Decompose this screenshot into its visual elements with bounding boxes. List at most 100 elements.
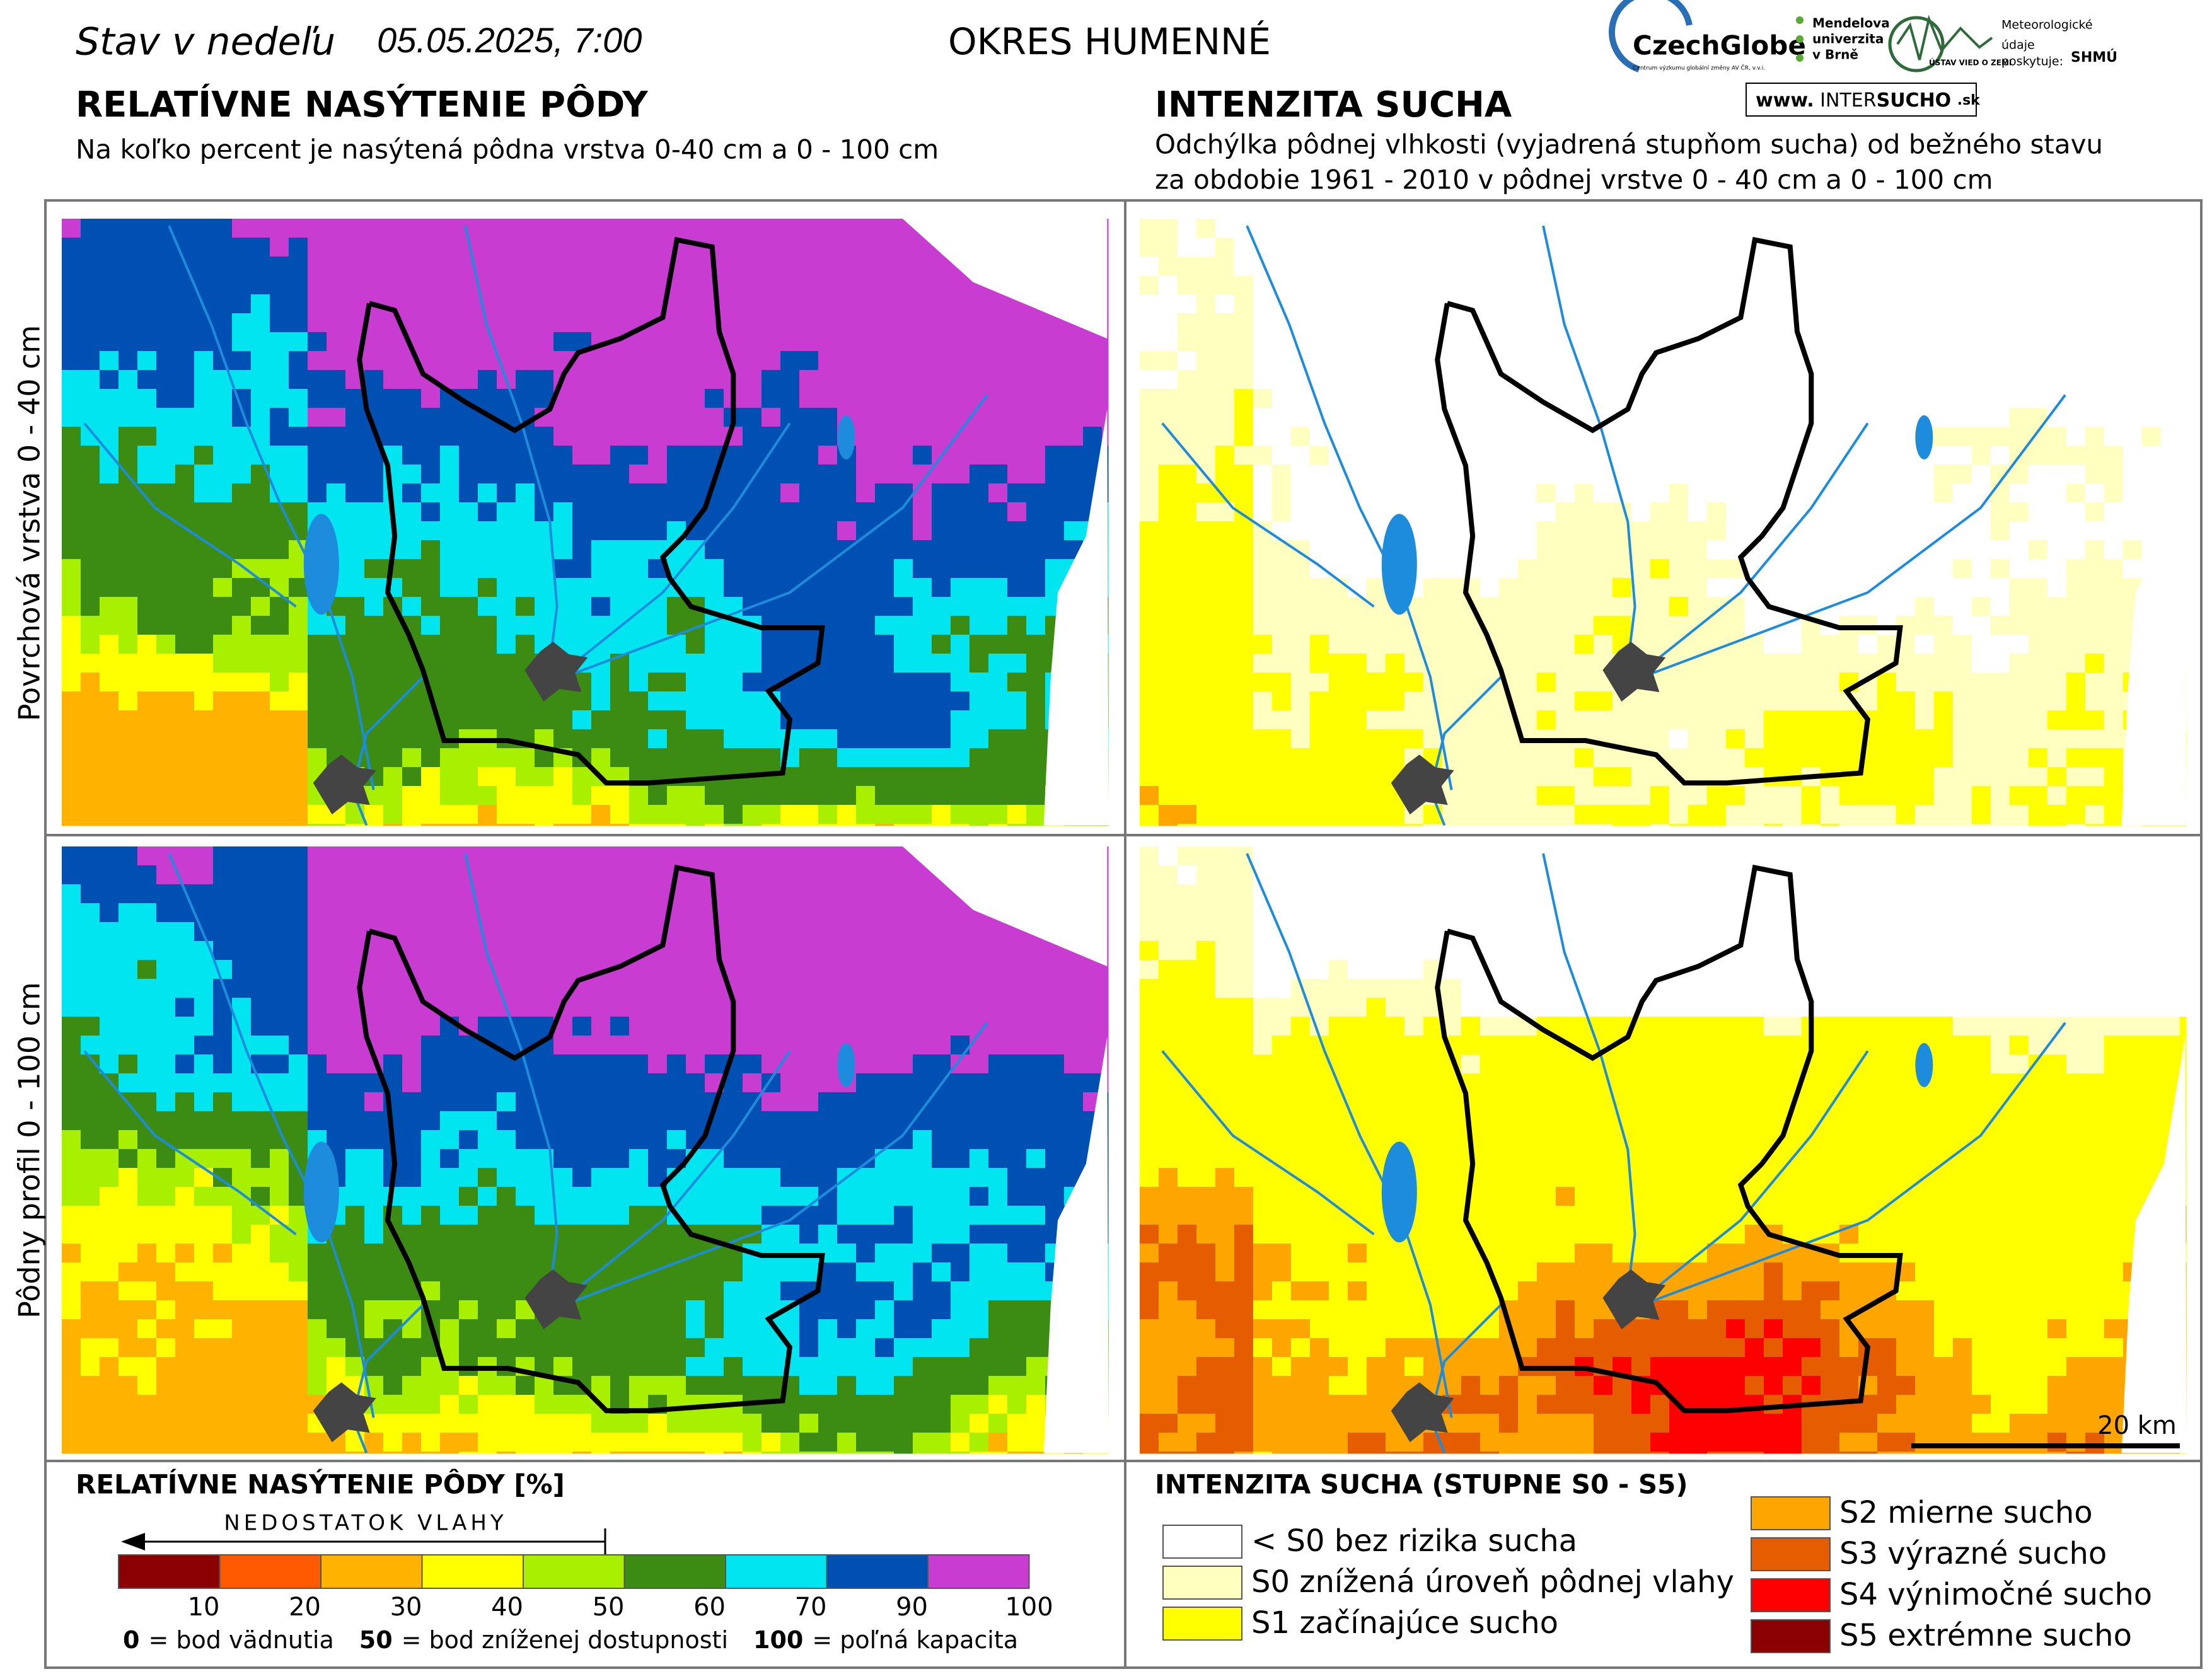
- map-cell: [1650, 578, 1670, 597]
- map-cell: [327, 1054, 346, 1074]
- map-cell: [818, 846, 838, 866]
- map-cell: [1480, 275, 1500, 295]
- map-cell: [1556, 748, 1575, 768]
- map-cell: [1423, 427, 1443, 446]
- map-cell: [402, 257, 422, 276]
- map-cell: [1594, 616, 1613, 635]
- map-cell: [1140, 824, 1159, 826]
- map-cell: [1386, 691, 1405, 711]
- map-cell: [137, 884, 157, 904]
- map-cell: [1178, 767, 1197, 787]
- map-cell: [1404, 502, 1424, 522]
- map-cell: [194, 1262, 214, 1282]
- map-cell: [818, 427, 838, 446]
- map-cell: [100, 502, 119, 522]
- map-cell: [137, 332, 157, 352]
- map-cell: [780, 824, 800, 826]
- map-cell: [1064, 389, 1084, 408]
- map-cell: [1575, 691, 1594, 711]
- map-cell: [1386, 729, 1405, 749]
- map-cell: [856, 941, 876, 961]
- map-cell: [1915, 389, 1935, 408]
- map-cell: [2066, 635, 2086, 654]
- map-cell: [1556, 805, 1575, 824]
- map-cell: [932, 1206, 951, 1225]
- map-cell: [497, 710, 516, 730]
- map-cell: [497, 1130, 516, 1150]
- map-cell: [1821, 540, 1840, 560]
- map-cell: [81, 1017, 100, 1036]
- map-cell: [743, 446, 762, 465]
- map-cell: [1310, 275, 1329, 295]
- map-cell: [459, 502, 478, 522]
- logo-www: www.: [1756, 89, 1814, 112]
- map-cell: [100, 275, 119, 295]
- map-cell: [194, 824, 214, 826]
- map-cell: [837, 729, 857, 749]
- map-cell: [875, 1092, 895, 1112]
- map-cell: [610, 748, 630, 768]
- map-cell: [1556, 351, 1575, 371]
- map-cell: [251, 502, 270, 522]
- map-cell: [459, 1187, 478, 1206]
- map-cell: [1934, 578, 1954, 597]
- map-cell: [497, 691, 516, 711]
- map-cell: [270, 540, 289, 560]
- map-cell: [1575, 238, 1594, 257]
- map-cell: [1045, 370, 1065, 390]
- map-cell: [440, 502, 460, 522]
- map-cell: [137, 540, 157, 560]
- map-cell: [2047, 729, 2067, 749]
- map-cell: [383, 767, 403, 787]
- map-cell: [875, 1130, 895, 1150]
- map-cell: [1253, 786, 1273, 805]
- map-cell: [1291, 672, 1311, 692]
- map-cell: [1613, 446, 1632, 465]
- map-cell: [761, 294, 781, 314]
- map-cell: [951, 635, 970, 654]
- map-cell: [1310, 710, 1329, 730]
- map-cell: [988, 616, 1008, 635]
- map-cell: [327, 257, 346, 276]
- map-cell: [724, 710, 743, 730]
- map-cell: [2142, 389, 2162, 408]
- map-cell: [913, 710, 932, 730]
- map-cell: [894, 332, 913, 352]
- map-cell: [345, 1168, 365, 1187]
- map-cell: [667, 389, 686, 408]
- map-cell: [1896, 786, 1916, 805]
- map-cell: [1007, 1206, 1027, 1225]
- map-cell: [213, 389, 233, 408]
- map-cell: [932, 748, 951, 768]
- map-cell: [289, 465, 308, 484]
- map-cell: [686, 1036, 705, 1055]
- map-cell: [1821, 824, 1840, 826]
- map-cell: [1821, 502, 1840, 522]
- map-cell: [1026, 767, 1046, 787]
- map-cell: [1253, 389, 1273, 408]
- map-cell: [327, 483, 346, 503]
- map-cell: [175, 884, 195, 904]
- map-cell: [1386, 408, 1405, 427]
- map-cell: [516, 865, 535, 885]
- map-cell: [289, 824, 308, 826]
- map-cell: [1007, 465, 1027, 484]
- map-cell: [1442, 275, 1462, 295]
- map-mask: [1980, 219, 2186, 339]
- map-cell: [1196, 540, 1216, 560]
- map-cell: [478, 824, 497, 826]
- map-cell: [799, 884, 819, 904]
- map-cell: [1291, 427, 1311, 446]
- map-cell: [1423, 446, 1443, 465]
- map-cell: [308, 275, 327, 295]
- map-cell: [364, 846, 384, 866]
- map-cell: [213, 294, 233, 314]
- map-cell: [667, 483, 686, 503]
- map-cell: [1442, 219, 1462, 238]
- map-cell: [459, 521, 478, 541]
- map-cell: [1858, 446, 1878, 465]
- map-cell: [761, 1168, 781, 1187]
- map-cell: [175, 1111, 195, 1131]
- map-cell: [232, 1225, 252, 1244]
- map-cell: [1064, 427, 1084, 446]
